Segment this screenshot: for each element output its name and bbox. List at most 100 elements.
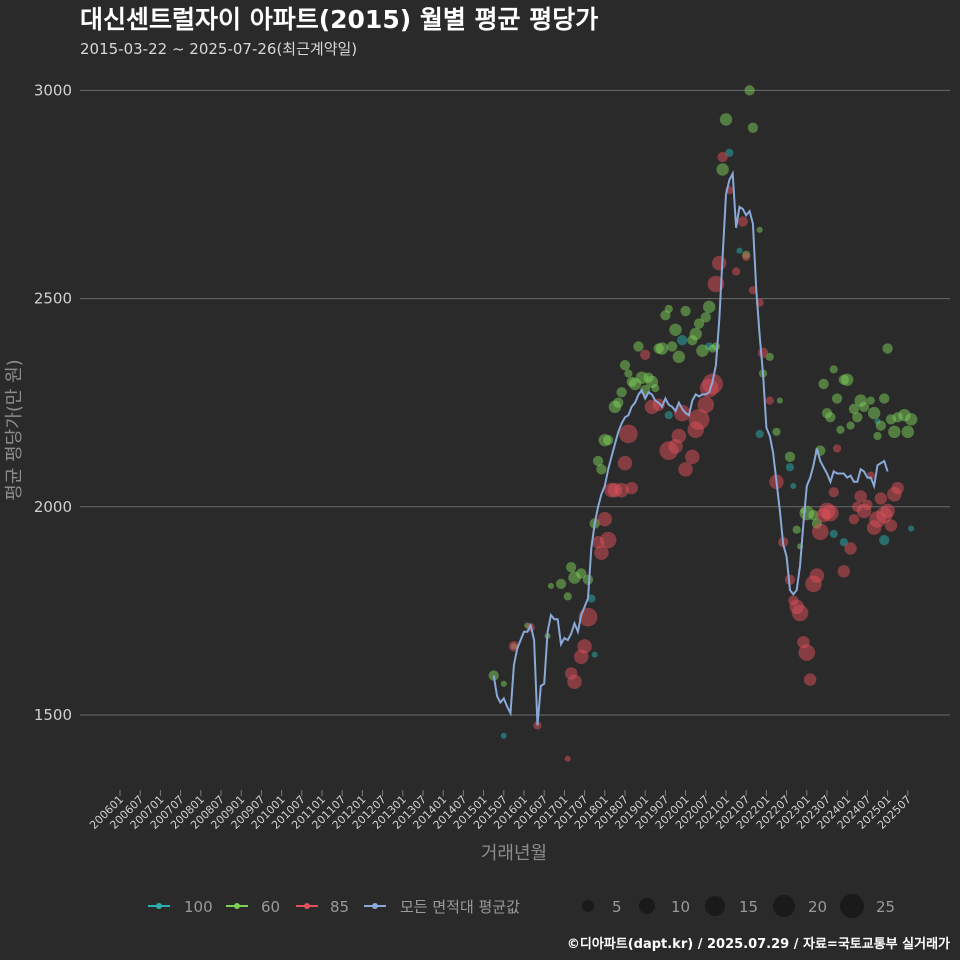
point-60-54 [772, 427, 781, 436]
point-60-66 [825, 412, 836, 423]
point-60-84 [888, 425, 901, 439]
point-100-2 [587, 594, 596, 603]
point-85-43 [765, 396, 774, 405]
point-85-51 [798, 644, 816, 661]
point-60-1 [500, 680, 507, 687]
point-85-58 [822, 504, 839, 522]
point-60-82 [882, 343, 893, 354]
point-60-16 [603, 435, 614, 446]
legend: 100 60 85 모든 면적대 평균값 5 10 15 20 25 [148, 894, 895, 918]
point-60-31 [655, 342, 669, 355]
point-85-52 [803, 673, 817, 686]
point-100-12 [908, 525, 915, 532]
point-85-39 [742, 252, 751, 262]
point-60-77 [866, 396, 875, 405]
point-60-0 [488, 670, 499, 681]
point-85-29 [688, 408, 710, 430]
legend-size-label-20: 20 [808, 898, 827, 916]
grid-lines [80, 89, 950, 716]
point-85-61 [837, 565, 851, 578]
point-60-43 [702, 300, 716, 314]
point-60-20 [619, 360, 631, 371]
point-60-51 [756, 226, 763, 233]
y-tick-2500: 2500 [34, 290, 72, 308]
point-100-4 [677, 335, 688, 346]
legend-dot-60 [234, 903, 240, 909]
legend-label-all: 모든 면적대 평균값 [400, 898, 520, 916]
point-60-6 [555, 578, 567, 589]
point-100-1 [591, 651, 598, 658]
point-85-11 [597, 512, 613, 527]
point-85-15 [614, 482, 629, 498]
y-tick-labels: 1500 2000 2500 3000 [34, 81, 72, 724]
point-60-74 [852, 412, 863, 423]
point-85-71 [874, 492, 888, 505]
point-60-36 [672, 350, 686, 364]
point-100-14 [790, 482, 797, 490]
legend-size-25 [840, 894, 864, 918]
series-line-all-average [492, 169, 889, 726]
legend-dot-all [372, 903, 378, 909]
legend-label-100: 100 [184, 898, 213, 916]
point-60-79 [873, 431, 882, 441]
chart-subtitle: 2015-03-22 ~ 2025-07-26(최근계약일) [80, 40, 357, 58]
point-85-76 [891, 481, 904, 495]
legend-size-label-5: 5 [612, 898, 622, 916]
point-85-63 [848, 514, 860, 525]
point-85-3 [564, 755, 571, 762]
point-60-39 [689, 327, 702, 341]
point-85-42 [757, 347, 769, 358]
point-85-74 [884, 519, 898, 532]
point-100-3 [664, 411, 673, 420]
legend-size-label-10: 10 [671, 898, 690, 916]
point-85-10 [594, 545, 609, 560]
point-60-13 [592, 455, 604, 467]
x-tick-labels: 2006012006072007012007072008012008072009… [87, 790, 914, 832]
point-100-7 [755, 429, 764, 439]
y-tick-1500: 1500 [34, 706, 72, 724]
point-60-19 [616, 387, 627, 398]
point-85-55 [811, 523, 829, 541]
point-60-73 [848, 403, 860, 415]
y-tick-3000: 3000 [34, 81, 72, 99]
point-60-14 [596, 464, 607, 475]
point-60-7 [563, 592, 572, 601]
point-100-10 [839, 538, 848, 547]
point-60-46 [716, 163, 729, 176]
point-85-5 [567, 674, 582, 689]
point-85-18 [625, 481, 638, 495]
point-85-7 [577, 639, 592, 654]
legend-size-5 [582, 900, 594, 912]
data-points [488, 85, 918, 762]
legend-label-85: 85 [330, 898, 349, 916]
point-60-69 [836, 425, 845, 434]
point-60-56 [784, 451, 796, 462]
point-60-76 [858, 401, 870, 412]
legend-dot-85 [304, 903, 310, 909]
point-100-8 [785, 463, 795, 472]
point-85-40 [748, 286, 758, 295]
point-60-81 [879, 393, 890, 404]
point-85-49 [791, 604, 809, 622]
point-60-29 [651, 384, 660, 393]
point-60-47 [719, 113, 733, 126]
point-60-80 [875, 420, 887, 431]
point-100-0 [500, 732, 507, 739]
chart-title: 대신센트럴자이 아파트(2015) 월별 평균 평당가 [80, 5, 598, 34]
point-85-38 [737, 216, 748, 227]
y-axis-title: 평균 평당가(만 원) [4, 359, 25, 500]
point-85-16 [617, 455, 633, 471]
y-tick-2000: 2000 [34, 498, 72, 516]
point-85-67 [862, 499, 873, 510]
point-60-72 [846, 421, 855, 430]
point-60-68 [831, 393, 843, 404]
point-60-67 [829, 365, 838, 374]
point-60-10 [576, 568, 587, 579]
point-60-41 [696, 344, 709, 357]
point-60-11 [582, 574, 594, 585]
point-85-65 [854, 490, 867, 503]
legend-dot-100 [156, 903, 162, 909]
point-60-87 [901, 425, 914, 439]
point-85-34 [712, 255, 727, 271]
point-60-35 [669, 323, 682, 336]
